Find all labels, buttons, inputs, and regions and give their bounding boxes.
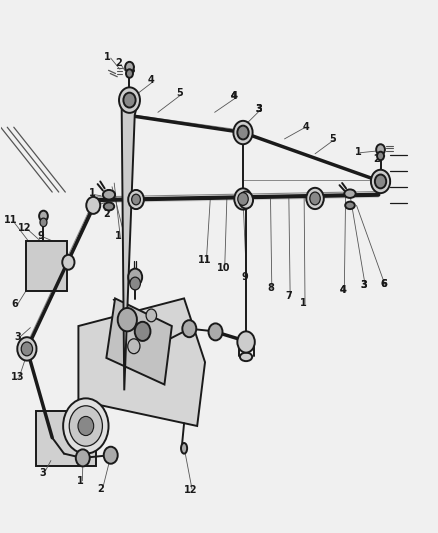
Circle shape	[86, 197, 100, 214]
Circle shape	[118, 308, 137, 332]
Text: 13: 13	[11, 372, 24, 382]
Text: 4: 4	[339, 285, 346, 295]
Ellipse shape	[103, 190, 115, 199]
Circle shape	[135, 322, 150, 341]
Text: 4: 4	[148, 76, 155, 85]
Text: 3: 3	[255, 104, 261, 114]
Circle shape	[76, 449, 90, 466]
Circle shape	[132, 194, 141, 205]
Text: 2: 2	[115, 59, 122, 68]
Text: 6: 6	[381, 279, 388, 288]
Text: 7: 7	[286, 290, 292, 301]
Text: 6: 6	[381, 279, 388, 288]
Text: 3: 3	[255, 104, 261, 114]
Circle shape	[21, 342, 32, 356]
Text: 2: 2	[122, 239, 128, 248]
Circle shape	[78, 416, 94, 435]
Circle shape	[119, 87, 140, 113]
Circle shape	[63, 398, 109, 454]
Text: 1: 1	[115, 231, 122, 241]
Text: 8: 8	[91, 199, 98, 209]
Text: 4: 4	[339, 285, 346, 295]
Text: 4: 4	[231, 91, 238, 101]
Circle shape	[128, 190, 144, 209]
Polygon shape	[106, 298, 172, 384]
Circle shape	[237, 126, 249, 140]
Ellipse shape	[104, 203, 114, 211]
Polygon shape	[26, 241, 67, 292]
Circle shape	[62, 255, 74, 270]
Text: 5: 5	[177, 88, 183, 98]
Circle shape	[310, 192, 320, 205]
Ellipse shape	[345, 201, 355, 209]
Circle shape	[237, 332, 255, 353]
Circle shape	[124, 93, 136, 108]
Circle shape	[377, 152, 384, 160]
Text: 9: 9	[38, 231, 44, 241]
Circle shape	[208, 324, 223, 341]
Circle shape	[130, 277, 141, 290]
Text: 2: 2	[98, 484, 105, 494]
Circle shape	[125, 62, 134, 72]
Polygon shape	[122, 104, 138, 390]
Text: 3: 3	[360, 280, 367, 289]
Text: 3: 3	[255, 104, 261, 114]
Circle shape	[238, 192, 248, 205]
Text: 6: 6	[12, 298, 18, 309]
Text: 11: 11	[4, 215, 17, 225]
Ellipse shape	[344, 189, 356, 198]
Circle shape	[371, 169, 390, 193]
Text: 3: 3	[39, 468, 46, 478]
Polygon shape	[78, 298, 205, 426]
Circle shape	[69, 406, 102, 446]
Text: 1: 1	[89, 188, 96, 198]
Text: 4: 4	[231, 91, 238, 101]
Ellipse shape	[240, 353, 252, 361]
Ellipse shape	[181, 443, 187, 454]
Circle shape	[376, 144, 385, 155]
Text: 2: 2	[374, 154, 381, 164]
Text: 12: 12	[18, 223, 32, 233]
Circle shape	[104, 447, 118, 464]
Circle shape	[128, 269, 142, 286]
Circle shape	[182, 320, 196, 337]
Text: 5: 5	[329, 134, 336, 144]
Circle shape	[126, 69, 133, 78]
Circle shape	[17, 337, 36, 361]
Circle shape	[128, 339, 140, 354]
Text: 8: 8	[267, 283, 274, 293]
Text: 3: 3	[360, 280, 367, 289]
Circle shape	[375, 174, 386, 188]
Text: 9: 9	[242, 272, 249, 282]
Text: 1: 1	[104, 52, 111, 61]
Text: 4: 4	[303, 122, 310, 132]
Text: 3: 3	[128, 66, 135, 75]
Text: 2: 2	[103, 209, 110, 220]
Circle shape	[40, 218, 47, 227]
Circle shape	[306, 188, 324, 209]
Text: 4: 4	[231, 91, 238, 101]
Text: 11: 11	[198, 255, 212, 265]
Text: 1: 1	[355, 147, 362, 157]
Text: 12: 12	[184, 485, 198, 495]
Circle shape	[234, 188, 252, 209]
Circle shape	[39, 211, 48, 221]
Text: 1: 1	[77, 477, 84, 486]
Polygon shape	[36, 411, 96, 466]
Circle shape	[239, 191, 253, 208]
Circle shape	[146, 309, 156, 322]
Text: 3: 3	[14, 332, 21, 342]
Circle shape	[233, 121, 253, 144]
Text: 1: 1	[300, 297, 307, 308]
Text: 10: 10	[217, 263, 230, 272]
